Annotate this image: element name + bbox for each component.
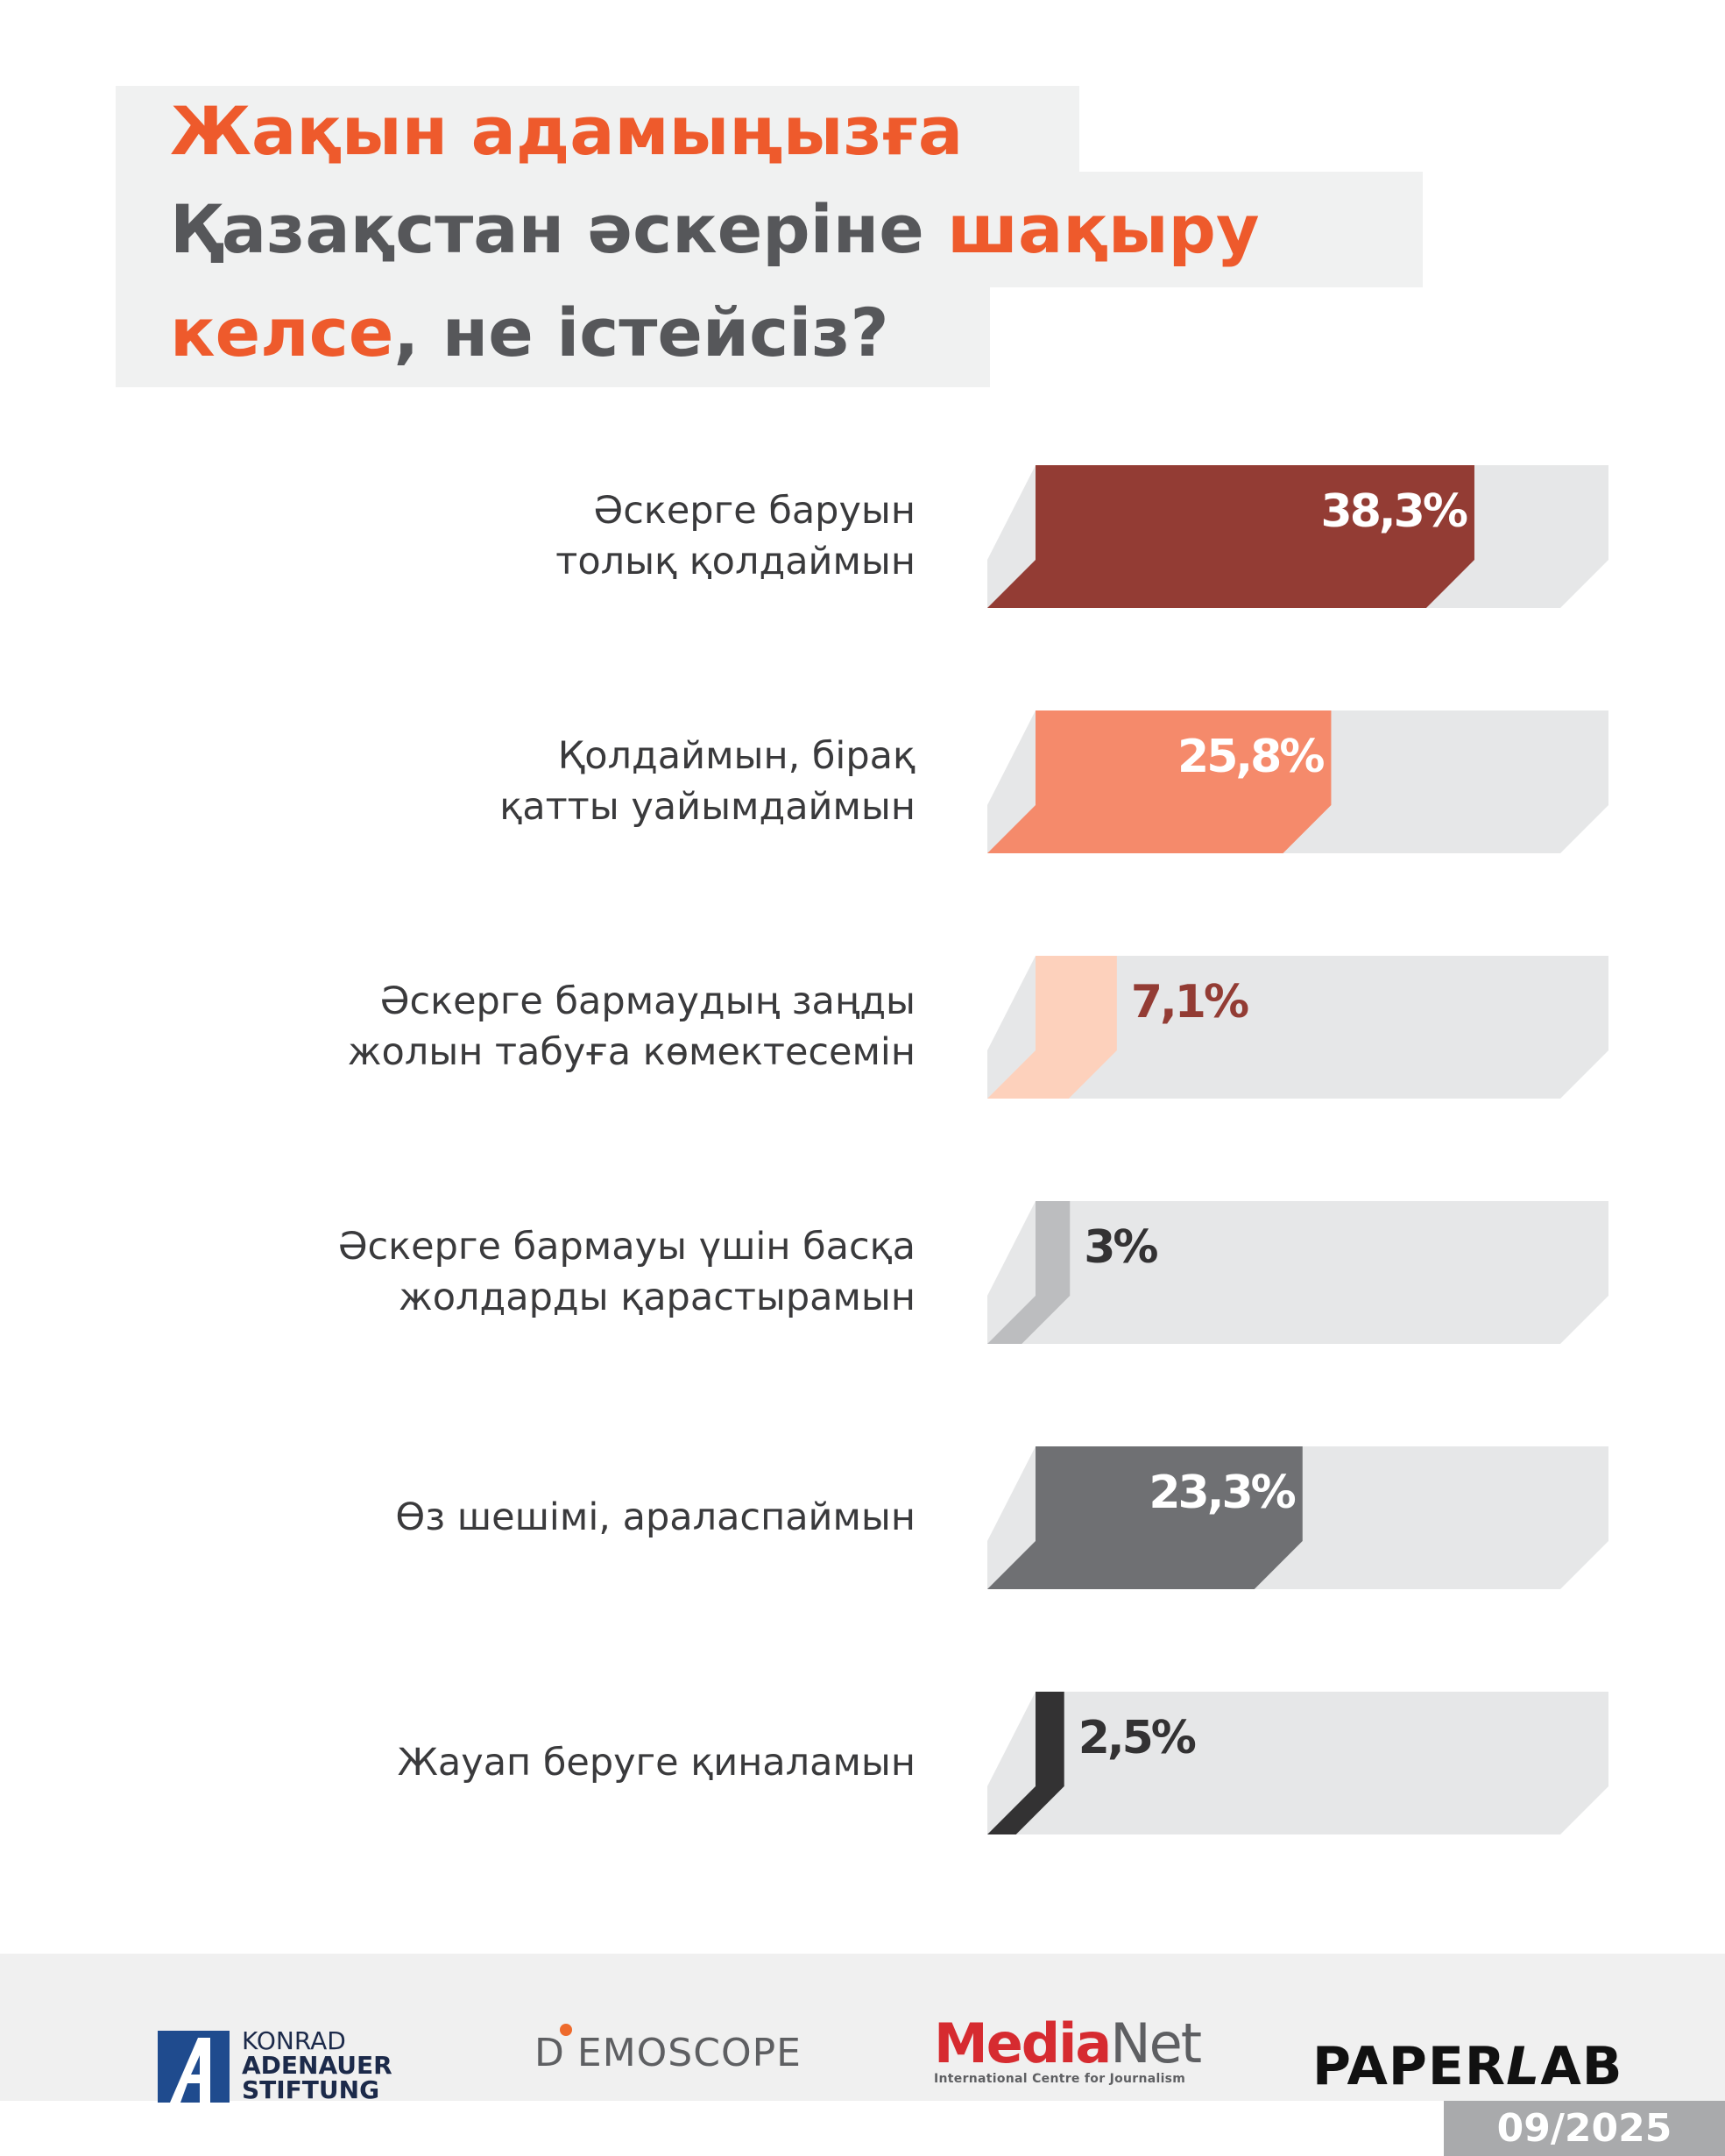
title-line2-segment-0: Қазақстан әскеріне	[170, 190, 948, 268]
medianet-tagline: International Centre for Journalism	[934, 2072, 1186, 2086]
title-line1-segment-0: Жақын адамыңызға	[170, 92, 964, 170]
value-label-3: 3%	[1084, 1221, 1157, 1274]
footer-logos: KONRAD ADENAUER STIFTUNG D EMOSCOPE Media…	[0, 1954, 1725, 2103]
bar-group-3: 3% Әскерге бармауы үшін басқа жолдарды қар…	[338, 1201, 1608, 1344]
bar-2	[987, 956, 1117, 1099]
title-line3-segment-0: келсе	[170, 293, 394, 371]
value-label-4: 23,3%	[1149, 1467, 1295, 1519]
kas-wordmark: KONRAD ADENAUER STIFTUNG	[242, 2029, 392, 2103]
category-label-4-0: Өз шешімі, араласпаймын	[395, 1495, 916, 1539]
category-label-5-0: Жауап беруге қиналамын	[398, 1741, 916, 1785]
value-label-5: 2,5%	[1078, 1712, 1196, 1764]
category-label-1-0: Қолдаймын, бірақ	[558, 734, 916, 778]
kas-line-3: STIFTUNG	[242, 2075, 380, 2104]
category-label-2-1: жолын табуға көмектесемін	[348, 1030, 916, 1074]
bar-group-0: 38,3% Әскерге баруын толық қолдаймын	[555, 465, 1608, 608]
title-line2-segment-1: шақыру	[947, 190, 1260, 268]
category-label-2-0: Әскерге бармаудың заңды	[380, 979, 916, 1023]
category-label-1-1: қатты уайымдаймын	[499, 785, 916, 829]
medianet-media: Media	[934, 2011, 1112, 2075]
kas-logo: KONRAD ADENAUER STIFTUNG	[158, 1990, 394, 2103]
paperlab-paper: PAPER	[1312, 2036, 1507, 2097]
value-label-2: 7,1%	[1131, 976, 1248, 1029]
category-label-3-1: жолдарды қарастырамын	[399, 1276, 916, 1319]
bar-group-2: 7,1% Әскерге бармаудың заңды жолын табуға …	[348, 956, 1608, 1099]
demoscope-d: D	[534, 2031, 565, 2075]
paperlab-ab: AB	[1540, 2036, 1623, 2097]
bar-0	[987, 465, 1474, 608]
title-line-2: Қазақстан әскеріне шақыру	[116, 172, 1423, 287]
paperlab-l: L	[1506, 2036, 1541, 2097]
medianet-net: Net	[1110, 2011, 1202, 2075]
bar-chart: 38,3% Әскерге баруын толық қолдаймын 25,8% Қ…	[338, 465, 1608, 1834]
bar-4	[987, 1446, 1303, 1589]
paperlab-logo: PAPERLAB	[1312, 2036, 1622, 2097]
bar-group-4: 23,3% Өз шешімі, араласпаймын	[395, 1446, 1608, 1589]
bar-group-5: 2,5% Жауап беруге қиналамын	[398, 1692, 1608, 1834]
bar-group-1: 25,8% Қолдаймын, бірақ қатты уайымдаймын	[499, 710, 1608, 853]
kas-line-1: KONRAD	[242, 2026, 346, 2055]
bar-track-3	[987, 1201, 1608, 1344]
bar-track-5	[987, 1692, 1608, 1834]
demoscope-logo: D EMOSCOPE	[534, 2024, 802, 2075]
demoscope-rest: EMOSCOPE	[576, 2031, 802, 2075]
bar-track-2	[987, 956, 1608, 1099]
category-label-0-1: толық қолдаймын	[555, 540, 916, 583]
title-line-3: келсе, не істейсіз?	[116, 286, 990, 387]
bar-5	[987, 1692, 1064, 1834]
demoscope-dot-icon	[559, 2024, 572, 2036]
date-badge: 09/2025	[1444, 2101, 1725, 2156]
bar-3	[987, 1201, 1071, 1344]
title-line3-segment-1: , не істейсіз?	[393, 293, 889, 371]
bar-1	[987, 710, 1332, 853]
category-label-3-0: Әскерге бармауы үшін басқа	[338, 1225, 916, 1269]
value-label-0: 38,3%	[1321, 485, 1467, 538]
value-label-1: 25,8%	[1177, 731, 1324, 783]
kas-mark-icon	[158, 2031, 230, 2103]
title-line-1: Жақын адамыңызға	[116, 86, 1079, 173]
kas-line-2: ADENAUER	[242, 2051, 392, 2080]
category-label-0-0: Әскерге баруын	[593, 489, 916, 533]
medianet-logo: MediaNet International Centre for Journa…	[934, 2011, 1202, 2086]
